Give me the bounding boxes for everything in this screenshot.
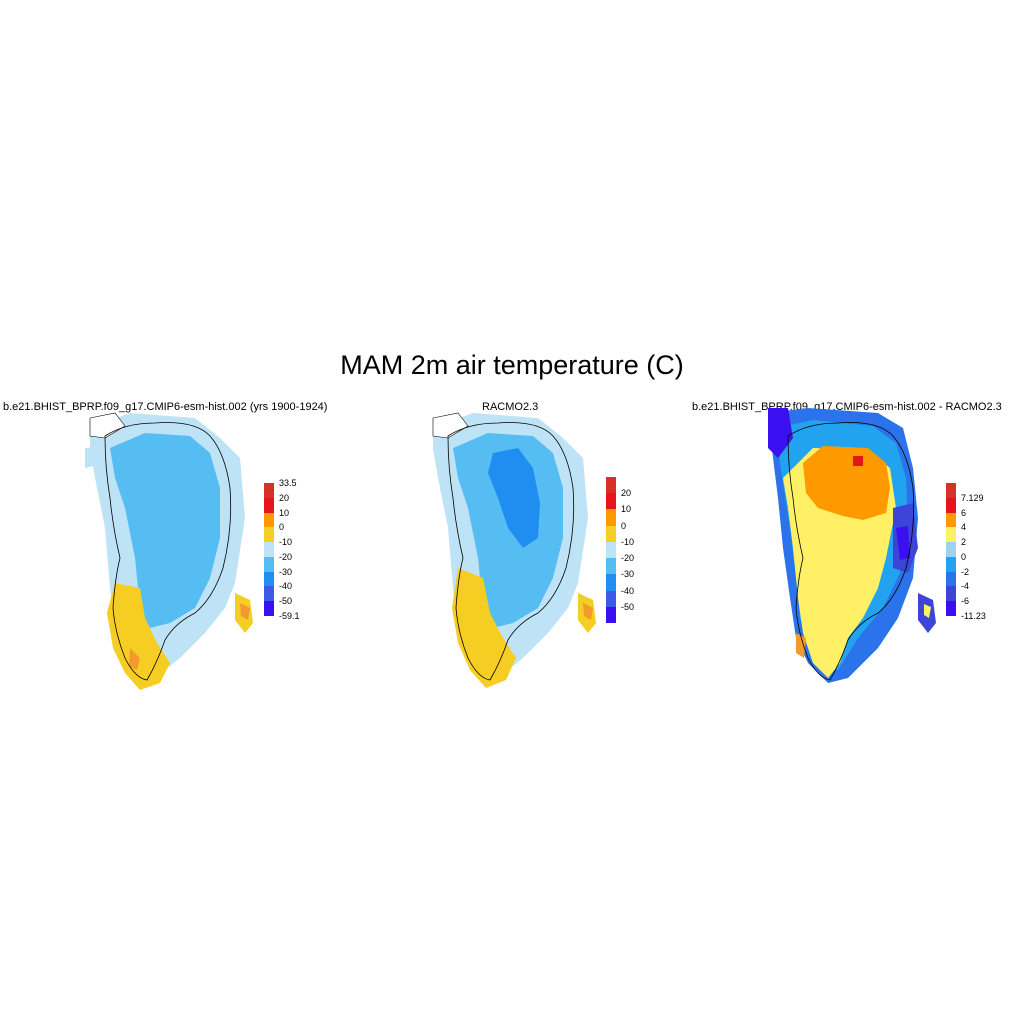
colorbar-segment [946, 556, 956, 573]
colorbar-label: 0 [961, 551, 967, 562]
colorbar-segment [264, 542, 274, 558]
colorbar-segment [606, 541, 616, 559]
colorbar-label: -20 [621, 553, 635, 564]
colorbar-label: -50 [279, 596, 293, 607]
colorbar-label: 4 [961, 522, 967, 533]
colorbar-segment [946, 542, 956, 558]
colorbar-label: -20 [279, 551, 293, 562]
colorbar-label: -30 [279, 566, 293, 577]
colorbar-segment [606, 590, 616, 608]
colorbar-segment [946, 601, 956, 617]
colorbar-segment [264, 601, 274, 617]
panel-3-map [768, 408, 936, 683]
colorbar-segment [264, 483, 274, 499]
panel-1-title: b.e21.BHIST_BPRP.f09_g17.CMIP6-esm-hist.… [3, 401, 328, 413]
colorbar-segment [264, 586, 274, 602]
colorbar-label: -2 [961, 566, 970, 577]
panel-1-map [85, 412, 253, 690]
colorbar-segment [946, 571, 956, 587]
colorbar-segment [946, 497, 956, 514]
colorbar-label: 2 [961, 537, 967, 548]
colorbar-label: 10 [279, 507, 290, 518]
colorbar-segment [606, 606, 616, 624]
colorbar-label: 20 [279, 492, 290, 503]
panel-2-title: RACMO2.3 [482, 401, 539, 413]
colorbar-segment [946, 527, 956, 543]
colorbar-segment [264, 556, 274, 573]
colorbar-segment [264, 527, 274, 543]
colorbar-label: -40 [279, 581, 293, 592]
colorbar-label: -10 [621, 536, 635, 547]
panel-2-map [432, 412, 596, 688]
colorbar-label: 7.129 [961, 492, 984, 503]
colorbar-label: -30 [621, 569, 635, 580]
colorbar-label: -4 [961, 581, 970, 592]
colorbar-segment [606, 493, 616, 510]
colorbar-segment [606, 477, 616, 494]
figure-title: MAM 2m air temperature (C) [340, 350, 684, 380]
colorbar-label: -10 [279, 537, 293, 548]
colorbar-segment [946, 483, 956, 499]
colorbar-label: -59.1 [279, 611, 300, 621]
colorbar-label: 33.5 [279, 478, 297, 488]
colorbar-segment [606, 525, 616, 543]
panel-2-colorbar: 20 10 0 -10 -20 -30 -40 -50 [606, 477, 634, 624]
panel-1-colorbar: 33.5 20 10 0 -10 -20 -30 -40 -50 -59.1 [264, 478, 300, 621]
colorbar-segment [606, 509, 616, 527]
colorbar-segment [264, 571, 274, 587]
colorbar-label: -50 [621, 601, 635, 612]
colorbar-segment [264, 497, 274, 514]
colorbar-segment [606, 558, 616, 575]
colorbar-label: 0 [279, 522, 285, 533]
colorbar-segment [946, 586, 956, 602]
panel-3-colorbar: 7.129 6 4 2 0 -2 -4 -6 -11.23 [946, 483, 986, 621]
colorbar-segment [946, 512, 956, 528]
colorbar-label: -40 [621, 585, 635, 596]
colorbar-label: -11.23 [961, 611, 986, 621]
colorbar-label: 20 [621, 488, 632, 499]
colorbar-label: -6 [961, 596, 970, 607]
colorbar-label: 10 [621, 504, 632, 515]
colorbar-label: 0 [621, 520, 627, 531]
colorbar-segment [264, 512, 274, 528]
colorbar-label: 6 [961, 507, 967, 518]
colorbar-segment [606, 574, 616, 592]
